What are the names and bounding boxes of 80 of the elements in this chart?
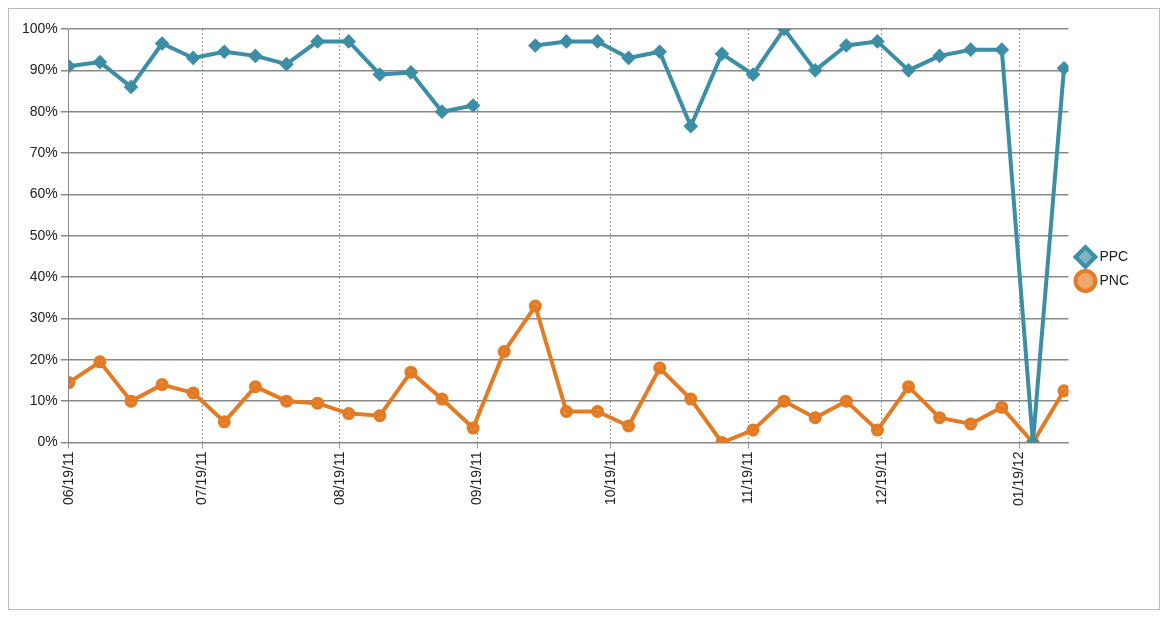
point <box>839 394 853 408</box>
legend-label: PPC <box>1099 247 1129 264</box>
point <box>933 49 947 63</box>
y-tick-label: 20% <box>29 350 58 367</box>
point <box>684 392 698 406</box>
point <box>746 423 760 437</box>
x-tick-label: 06/19/11 <box>59 451 76 505</box>
point <box>155 36 169 50</box>
point <box>93 55 107 69</box>
point <box>559 404 573 418</box>
point <box>653 361 667 375</box>
point <box>870 423 884 437</box>
x-tick-label: 10/19/11 <box>601 451 618 505</box>
point <box>808 411 822 425</box>
point <box>248 49 262 63</box>
point <box>155 378 169 392</box>
point <box>964 417 978 431</box>
point <box>746 67 760 81</box>
legend-label: PNC <box>1099 271 1129 288</box>
y-tick-label: 90% <box>29 61 58 78</box>
y-tick-label: 70% <box>29 143 58 160</box>
point <box>435 392 449 406</box>
point <box>186 386 200 400</box>
point <box>311 34 325 48</box>
point <box>342 407 356 421</box>
point <box>870 34 884 48</box>
point <box>248 380 262 394</box>
point <box>217 415 231 429</box>
y-tick-label: 50% <box>29 226 58 243</box>
point <box>995 43 1009 57</box>
point <box>93 355 107 369</box>
point <box>995 400 1009 414</box>
point <box>373 409 387 423</box>
point <box>777 394 791 408</box>
y-tick-label: 80% <box>29 102 58 119</box>
x-tick-label: 12/19/11 <box>872 451 889 505</box>
x-tick-label: 07/19/11 <box>192 451 209 505</box>
point <box>622 51 636 65</box>
x-tick-label: 01/19/12 <box>1010 451 1027 506</box>
point <box>497 345 511 359</box>
point <box>124 394 138 408</box>
point <box>373 67 387 81</box>
point <box>622 419 636 433</box>
y-tick-label: 0% <box>37 433 58 450</box>
point <box>933 411 947 425</box>
point <box>839 39 853 53</box>
point <box>311 396 325 410</box>
point <box>280 57 294 71</box>
point <box>528 299 542 313</box>
point <box>591 404 604 418</box>
point <box>902 63 915 77</box>
point <box>964 43 978 57</box>
x-tick-label: 09/19/11 <box>468 451 485 505</box>
point <box>715 47 729 61</box>
point <box>124 80 138 94</box>
point <box>466 99 480 112</box>
point <box>404 65 418 79</box>
point <box>559 34 573 48</box>
y-tick-label: 60% <box>29 185 58 202</box>
y-tick-label: 30% <box>29 309 58 326</box>
point <box>591 34 604 48</box>
point <box>435 105 449 119</box>
point <box>1057 61 1069 75</box>
point <box>186 51 200 65</box>
y-tick-label: 10% <box>29 392 58 409</box>
point <box>528 39 542 53</box>
y-tick-label: 40% <box>29 267 58 284</box>
point <box>404 365 418 379</box>
point <box>342 34 356 48</box>
y-tick-label: 100% <box>21 19 58 36</box>
point <box>808 63 822 77</box>
x-tick-label: 08/19/11 <box>330 451 347 505</box>
point <box>653 45 667 59</box>
point <box>902 380 915 394</box>
x-tick-label: 11/19/11 <box>739 451 756 504</box>
point <box>1057 384 1069 398</box>
point <box>466 421 480 435</box>
point <box>217 45 231 59</box>
point <box>684 119 698 133</box>
point <box>280 394 294 408</box>
